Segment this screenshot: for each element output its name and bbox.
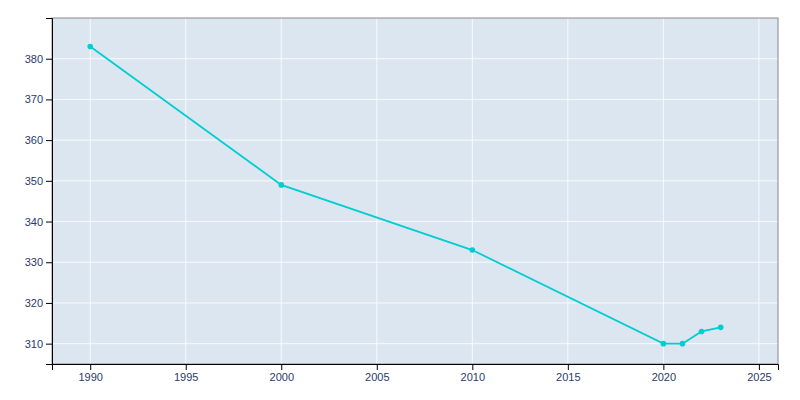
x-tick: 2010: [461, 364, 485, 383]
x-tick: 2020: [652, 364, 676, 383]
y-tick-mark: [46, 262, 52, 263]
y-grid-line: [52, 99, 778, 100]
x-tick: 2015: [556, 364, 580, 383]
x-tick-mark: [377, 364, 378, 370]
y-tick: 380: [25, 53, 52, 65]
y-tick-mark: [46, 181, 52, 182]
x-tick-label: 2015: [556, 371, 580, 383]
x-tick: 2005: [365, 364, 389, 383]
x-tick: 1995: [174, 364, 198, 383]
y-grid-line: [52, 140, 778, 141]
x-tick-mark: [759, 364, 760, 370]
x-tick-mark: [663, 364, 664, 370]
y-grid-line: [52, 180, 778, 181]
y-grid-line: [52, 58, 778, 59]
series: [87, 44, 723, 347]
plot-background: [52, 18, 778, 364]
y-grid-line: [52, 221, 778, 222]
x-tick-label: 1995: [174, 371, 198, 383]
x-tick-label: 2025: [747, 371, 771, 383]
y-tick: 350: [25, 175, 52, 187]
x-grid-line: [472, 18, 473, 364]
x-tick-mark: [472, 364, 473, 370]
x-tick-label: 2000: [270, 371, 294, 383]
x-tick-label: 1990: [78, 371, 102, 383]
y-axis: 310 320 330 340 350 360 370 380: [25, 19, 53, 365]
x-grid-line: [758, 18, 759, 364]
y-tick-label: 360: [25, 134, 43, 146]
y-tick-mark: [46, 140, 52, 141]
plot: 1990 1995 2000 2005 2010 2015 2020 2025 310 320 33…: [25, 18, 779, 383]
point: [661, 341, 667, 347]
point: [87, 44, 93, 50]
x-grid-line: [376, 18, 377, 364]
y-tick-mark: [46, 303, 52, 304]
x-grid-line: [663, 18, 664, 364]
x-axis: 1990 1995 2000 2005 2010 2015 2020 2025: [53, 364, 779, 383]
x-grid-line: [90, 18, 91, 364]
y-tick-label: 370: [25, 93, 43, 105]
x-tick-mark: [186, 364, 187, 370]
y-tick-mark: [46, 59, 52, 60]
x-grid-line: [281, 18, 282, 364]
point: [718, 325, 724, 331]
y-tick: 370: [25, 93, 52, 105]
line: [90, 46, 720, 343]
x-tick-mark: [568, 364, 569, 370]
y-tick-mark: [46, 222, 52, 223]
y-tick: 360: [25, 134, 52, 146]
y-tick-label: 320: [25, 297, 43, 309]
y-grid-line: [52, 302, 778, 303]
point: [470, 247, 476, 253]
point: [278, 182, 284, 188]
x-grid-line: [567, 18, 568, 364]
x-tick-mark: [90, 364, 91, 370]
grid: [52, 18, 778, 364]
y-tick-label: 340: [25, 216, 43, 228]
point: [680, 341, 686, 347]
y-tick: 320: [25, 297, 52, 309]
point: [699, 329, 705, 335]
y-grid-line: [52, 262, 778, 263]
y-tick-label: 330: [25, 256, 43, 268]
y-tick-mark: [46, 99, 52, 100]
x-axis-line: [53, 365, 779, 371]
y-tick: 330: [25, 256, 52, 268]
y-tick-mark: [46, 344, 52, 345]
y-tick: 310: [25, 338, 52, 350]
y-tick-label: 310: [25, 338, 43, 350]
x-grid-line: [185, 18, 186, 364]
y-axis-line: [46, 19, 53, 365]
x-tick-label: 2005: [365, 371, 389, 383]
x-tick-label: 2020: [652, 371, 676, 383]
x-tick-label: 2010: [461, 371, 485, 383]
x-tick-mark: [281, 364, 282, 370]
plot-frame: [52, 18, 778, 364]
y-tick-label: 380: [25, 53, 43, 65]
x-tick: 2000: [270, 364, 294, 383]
y-tick: 340: [25, 216, 52, 228]
y-tick-label: 350: [25, 175, 43, 187]
x-tick: 1990: [78, 364, 102, 383]
x-tick: 2025: [747, 364, 771, 383]
chart: 1990 1995 2000 2005 2010 2015 2020 2025 310 320 33…: [0, 0, 800, 400]
